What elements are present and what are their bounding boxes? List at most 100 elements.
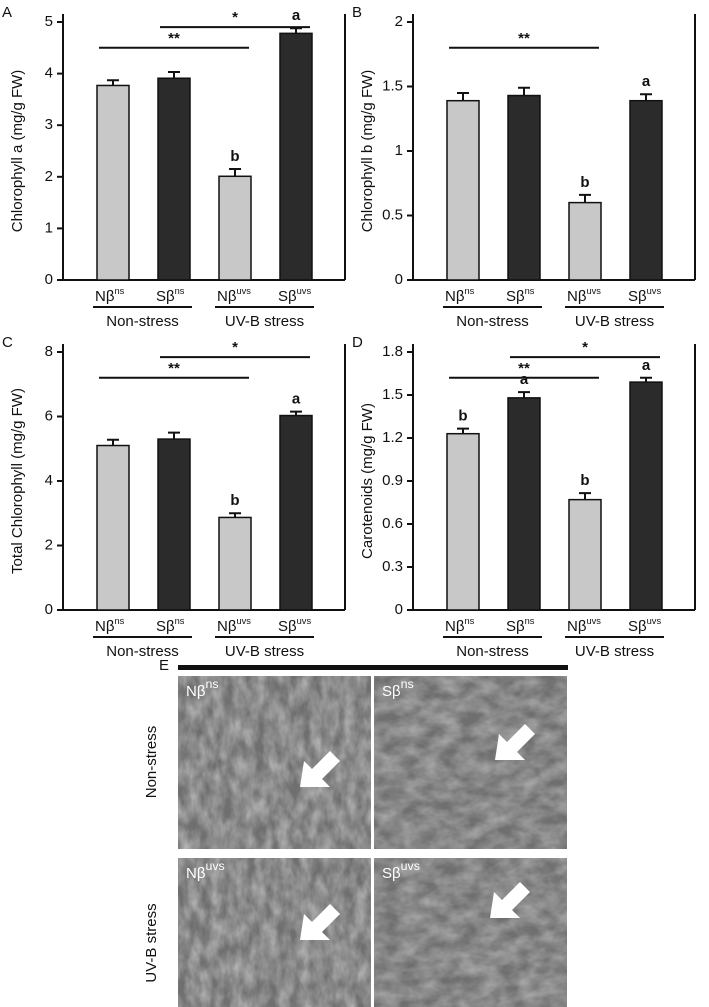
- bar: [507, 397, 541, 611]
- bar: [279, 414, 313, 611]
- group-letter: a: [520, 371, 529, 388]
- group-letter: a: [292, 391, 301, 408]
- y-tick-label: 5: [45, 13, 53, 30]
- y-tick-label: 1.2: [382, 429, 403, 446]
- x-tick-label-base: Nβ: [217, 288, 237, 305]
- significance-mark: **: [168, 30, 180, 47]
- group-label: Non-stress: [456, 643, 529, 660]
- micrograph-label-base: Sβ: [382, 683, 401, 700]
- x-tick-label-base: Sβ: [628, 288, 647, 305]
- y-tick-label: 0: [395, 601, 403, 618]
- x-tick-label: Nβns: [95, 286, 125, 305]
- micrograph-label-base: Nβ: [186, 683, 206, 700]
- y-tick-label: 6: [45, 407, 53, 424]
- error-bar: [168, 71, 180, 79]
- x-tick-label: Sβuvs: [628, 616, 661, 635]
- error-bar: [290, 27, 302, 34]
- x-tick-label-sup: uvs: [586, 286, 601, 296]
- y-tick-label: 2: [45, 168, 53, 185]
- x-tick-label: Sβuvs: [628, 286, 661, 305]
- x-tick-label: Nβuvs: [567, 616, 601, 635]
- group-label: UV-B stress: [225, 643, 304, 660]
- x-tick-label-sup: uvs: [297, 286, 312, 296]
- micrograph: [374, 858, 567, 1007]
- bar: [629, 99, 663, 281]
- error-bar: [518, 391, 530, 398]
- arrow: [490, 882, 530, 918]
- micrograph-label-base: Sβ: [382, 865, 401, 882]
- x-tick-label-base: Nβ: [567, 288, 587, 305]
- y-axis-label: Chlorophyll a (mg/g FW): [9, 70, 26, 233]
- x-tick-label: Nβns: [95, 616, 125, 635]
- group-letter: b: [580, 174, 589, 191]
- y-tick-label: 0: [45, 271, 53, 288]
- micrograph-label-sup: uvs: [401, 859, 420, 873]
- group-letter: b: [230, 492, 239, 509]
- error-bar: [579, 193, 591, 203]
- x-tick-label-base: Nβ: [95, 288, 115, 305]
- bar: [218, 516, 252, 611]
- micrograph-label: Sβns: [382, 677, 414, 700]
- y-tick-label: 8: [45, 343, 53, 360]
- significance-mark: **: [518, 30, 530, 47]
- x-tick-label-base: Sβ: [278, 618, 297, 635]
- micrograph-label-sup: uvs: [205, 859, 224, 873]
- x-tick-label: Sβuvs: [278, 616, 311, 635]
- micrograph: [178, 858, 371, 1007]
- error-bar: [229, 168, 241, 177]
- y-axis-label: Chlorophyll b (mg/g FW): [359, 70, 376, 233]
- y-tick-label: 1.8: [382, 343, 403, 360]
- bar: [568, 498, 602, 611]
- x-tick-label-sup: ns: [525, 616, 535, 626]
- group-letter: a: [642, 357, 651, 374]
- y-tick-label: 1.5: [382, 386, 403, 403]
- x-tick-label-sup: uvs: [647, 286, 662, 296]
- error-bar: [457, 427, 469, 434]
- panel-label: E: [159, 657, 169, 674]
- arrow: [495, 724, 535, 760]
- x-tick-label-sup: uvs: [236, 286, 251, 296]
- bar: [218, 175, 252, 281]
- x-tick-label-sup: uvs: [297, 616, 312, 626]
- significance-mark: *: [582, 339, 588, 356]
- group-label: Non-stress: [106, 313, 179, 330]
- scale-bar: [178, 665, 568, 670]
- error-bar: [518, 86, 530, 96]
- bar: [568, 201, 602, 281]
- x-tick-label: Nβuvs: [217, 286, 251, 305]
- group-letter: b: [458, 408, 467, 425]
- micrograph-label: Nβns: [186, 677, 219, 700]
- y-tick-label: 1: [395, 142, 403, 159]
- significance-mark: *: [232, 339, 238, 356]
- error-bar: [457, 91, 469, 101]
- bar: [279, 32, 313, 281]
- micrograph: [178, 676, 371, 849]
- bar: [629, 381, 663, 611]
- x-tick-label-base: Nβ: [567, 618, 587, 635]
- x-tick-label-base: Sβ: [156, 288, 175, 305]
- row-label: UV-B stress: [143, 903, 160, 982]
- micrograph-label: Nβuvs: [186, 859, 225, 882]
- y-tick-label: 0.6: [382, 515, 403, 532]
- group-letter: a: [642, 73, 651, 90]
- error-bar: [107, 438, 119, 446]
- bar: [446, 432, 480, 611]
- group-label: UV-B stress: [575, 313, 654, 330]
- x-tick-label-sup: uvs: [647, 616, 662, 626]
- error-bar: [290, 410, 302, 416]
- x-tick-label-sup: ns: [464, 616, 474, 626]
- x-tick-label: Nβuvs: [567, 286, 601, 305]
- arrow: [300, 751, 340, 787]
- x-tick-label-base: Sβ: [506, 618, 525, 635]
- micrograph-label: Sβuvs: [382, 859, 420, 882]
- x-tick-label-sup: ns: [175, 286, 185, 296]
- panel-label: D: [352, 334, 363, 351]
- y-tick-label: 3: [45, 116, 53, 133]
- significance-mark: **: [168, 360, 180, 377]
- group-label: UV-B stress: [225, 313, 304, 330]
- arrow: [300, 904, 340, 940]
- micrograph-label-sup: ns: [205, 677, 218, 691]
- x-tick-label-base: Sβ: [506, 288, 525, 305]
- bar: [446, 99, 480, 281]
- y-tick-label: 0.3: [382, 558, 403, 575]
